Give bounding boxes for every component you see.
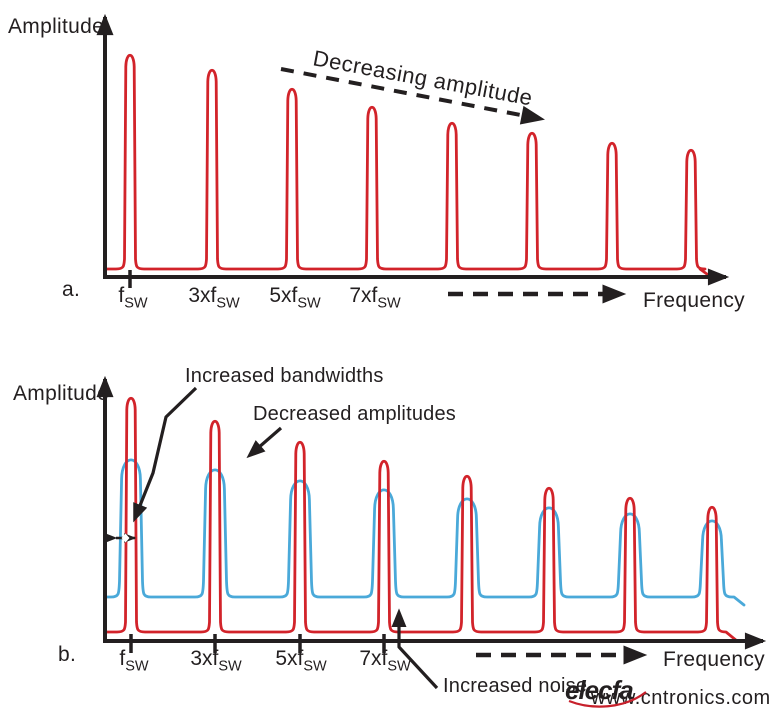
increased-bandwidths-callout-arrow — [133, 386, 198, 523]
harmonic-frequency-label: fSW — [119, 647, 149, 675]
chart-b-spread-spectrum-curve — [105, 458, 746, 607]
increased-bandwidths-annotation: Increased bandwidths — [185, 365, 384, 387]
chart-a-harmonic-labels: fSW 3xfSW 5xfSW 7xfSW — [118, 284, 401, 312]
harmonic-frequency-label: 5xfSW — [269, 284, 321, 312]
watermarks: www.cntronics.com elecfa — [565, 675, 771, 709]
harmonic-frequency-label: 3xfSW — [188, 284, 240, 312]
decreased-amplitudes-annotation: Decreased amplitudes — [253, 403, 456, 425]
harmonic-frequency-label: 3xfSW — [190, 647, 242, 675]
chart-b-ticks — [129, 634, 386, 653]
watermark-logo-swoosh — [568, 691, 647, 708]
harmonic-frequency-label: 5xfSW — [275, 647, 327, 675]
decreasing-amplitude-annotation: Decreasing amplitude — [311, 45, 535, 110]
chart-b-index-label: b. — [58, 643, 76, 666]
harmonic-frequency-label: 7xfSW — [349, 284, 401, 312]
watermark-site-text: www.cntronics.com — [590, 687, 771, 709]
harmonic-frequency-label: 7xfSW — [359, 647, 411, 675]
watermark-logo-text: elecfa — [565, 675, 633, 705]
chart-b-y-axis-label: Amplitude — [13, 382, 109, 405]
chart-b-harmonic-labels: fSW 3xfSW 5xfSW 7xfSW — [119, 647, 411, 675]
bandwidth-indicator-diamond — [121, 533, 130, 543]
chart-a-unmodulated-spectrum: fSW 3xfSW 5xfSW 7xfSW Amplitude Frequency a… — [8, 13, 745, 312]
chart-b-x-axis-label: Frequency — [663, 648, 765, 671]
chart-a-harmonic-spectrum-curve — [105, 53, 713, 279]
chart-a-y-axis-label: Amplitude — [8, 15, 104, 38]
harmonic-frequency-label: fSW — [118, 284, 148, 312]
increased-noise-floor-annotation: Increased noise — [443, 675, 587, 697]
chart-a-x-axis-label: Frequency — [643, 289, 745, 312]
decreasing-amplitude-arrow — [280, 67, 545, 125]
chart-b-spread-spectrum: fSW 3xfSW 5xfSW 7xfSW Amplitude Frequency b… — [13, 365, 767, 697]
increased-noise-floor-callout-arrow — [391, 608, 439, 690]
chart-a-index-label: a. — [62, 278, 80, 301]
chart-b-harmonic-spectrum-curve — [105, 396, 739, 643]
decreased-amplitudes-callout-arrow — [246, 426, 283, 459]
